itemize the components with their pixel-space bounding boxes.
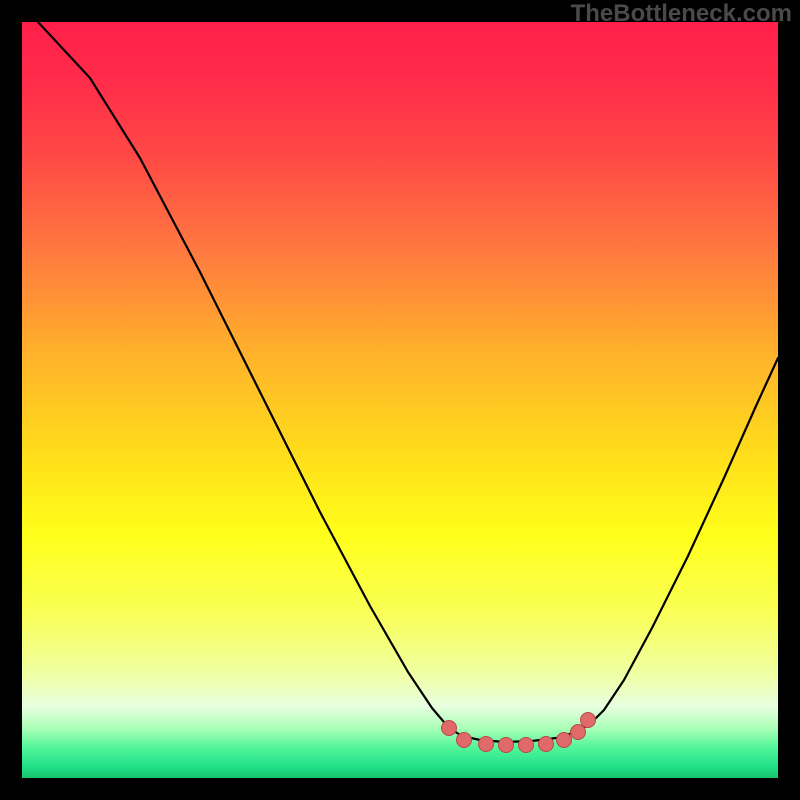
marker-dot bbox=[571, 725, 586, 740]
marker-dot bbox=[457, 733, 472, 748]
marker-dot bbox=[519, 738, 534, 753]
marker-dot bbox=[442, 721, 457, 736]
marker-dot bbox=[499, 738, 514, 753]
marker-dot bbox=[479, 737, 494, 752]
marker-dot bbox=[539, 737, 554, 752]
plot-background bbox=[22, 22, 778, 778]
marker-dot bbox=[581, 713, 596, 728]
marker-dot bbox=[557, 733, 572, 748]
chart-svg bbox=[0, 0, 800, 800]
chart-stage: TheBottleneck.com bbox=[0, 0, 800, 800]
